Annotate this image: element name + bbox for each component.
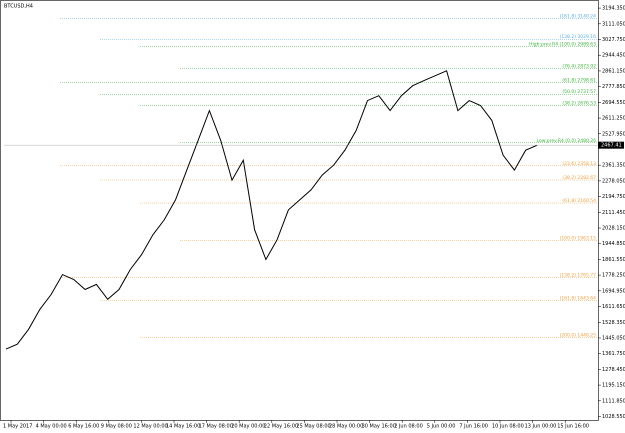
x-tick-label: 28 May 00:00 [329,424,363,430]
y-tick-label: 1944.850 [602,241,625,247]
x-tick-label: 15 Jun 16:00 [557,424,589,430]
y-tick-label: 1445.050 [602,335,625,341]
y-tick-label: 1361.750 [602,351,625,357]
level-label: (138.2) 3029.16 [560,34,597,40]
last-price-box [598,141,624,149]
x-tick-label: 10 Jun 08:00 [492,424,524,430]
x-tick-label: 17 May 08:00 [199,424,233,430]
x-tick-label: 30 May 16:00 [362,424,396,430]
level-label: High:prev.R4 (100.0) 2989.63 [529,42,596,48]
y-tick-label: 2777.850 [602,84,625,90]
level-label: (50.0) 2737.57 [562,89,596,95]
plot-frame [0,0,599,421]
y-tick-label: 1611.650 [602,304,625,310]
y-tick-label: 1694.950 [602,288,625,294]
x-tick-label: 9 May 08:00 [101,424,132,430]
x-tick-label: 5 Jun 00:00 [427,424,456,430]
level-label: (161.8) 3140.24 [560,13,597,19]
x-tick-label: 6 May 16:00 [68,424,99,430]
x-tick-label: 7 Jun 16:00 [459,424,488,430]
level-label: (161.8) 1643.64 [560,296,597,302]
y-tick-label: 2194.750 [602,194,625,200]
y-tick-label: 1278.450 [602,367,625,373]
level-label: (61.8) 2798.61 [562,78,596,84]
y-tick-label: 1528.350 [602,320,625,326]
level-label: Low:prev.R4 (0.0) 2480.26 [537,138,597,144]
level-label: (38.2) 2676.53 [562,101,596,107]
level-label: (38.2) 2282.67 [562,175,596,181]
level-label: (23.6) 2358.13 [562,161,596,167]
x-tick-label: 2 Jun 08:00 [394,424,423,430]
y-tick-label: 1861.550 [602,257,625,263]
y-tick-label: 2611.250 [602,116,625,122]
y-tick-label: 3027.750 [602,37,625,43]
y-tick-label: 2028.150 [602,226,625,232]
x-tick-label: 20 May 00:00 [231,424,265,430]
x-tick-label: 14 May 16:00 [166,424,200,430]
x-tick-label: 25 May 08:00 [296,424,330,430]
y-tick-label: 1195.150 [602,383,625,389]
level-label: (76.4) 2873.92 [562,64,596,70]
y-tick-label: 3194.350 [602,6,625,12]
y-tick-label: 1028.550 [602,414,625,420]
chart-title: BTCUSD,H4 [4,4,33,10]
x-tick-label: 13 Jun 00:00 [525,424,557,430]
y-tick-label: 2278.050 [602,178,625,184]
y-tick-label: 2694.550 [602,100,625,106]
y-tick-label: 3111.050 [602,21,625,27]
level-label: (100.0) 1963.15 [560,235,597,241]
level-label: (61.8) 2160.54 [562,198,596,204]
price-line [5,70,538,350]
y-tick-label: 1111.850 [602,398,625,404]
x-tick-label: 1 May 2017 [3,424,32,430]
y-tick-label: 2361.350 [602,163,625,169]
y-tick-label: 2111.450 [602,210,625,216]
y-tick-label: 2861.150 [602,68,625,74]
x-tick-label: 4 May 00:00 [36,424,67,430]
last-price-label: 2467.41 [601,143,622,149]
y-tick-label: 1778.250 [602,273,625,279]
x-tick-label: 12 May 00:00 [133,424,167,430]
y-tick-label: 2527.950 [602,131,625,137]
level-label: (200.0) 1446.25 [560,333,597,339]
level-label: (138.2) 1765.77 [560,272,597,278]
y-tick-label: 2944.450 [602,53,625,59]
x-tick-label: 22 May 16:00 [264,424,298,430]
